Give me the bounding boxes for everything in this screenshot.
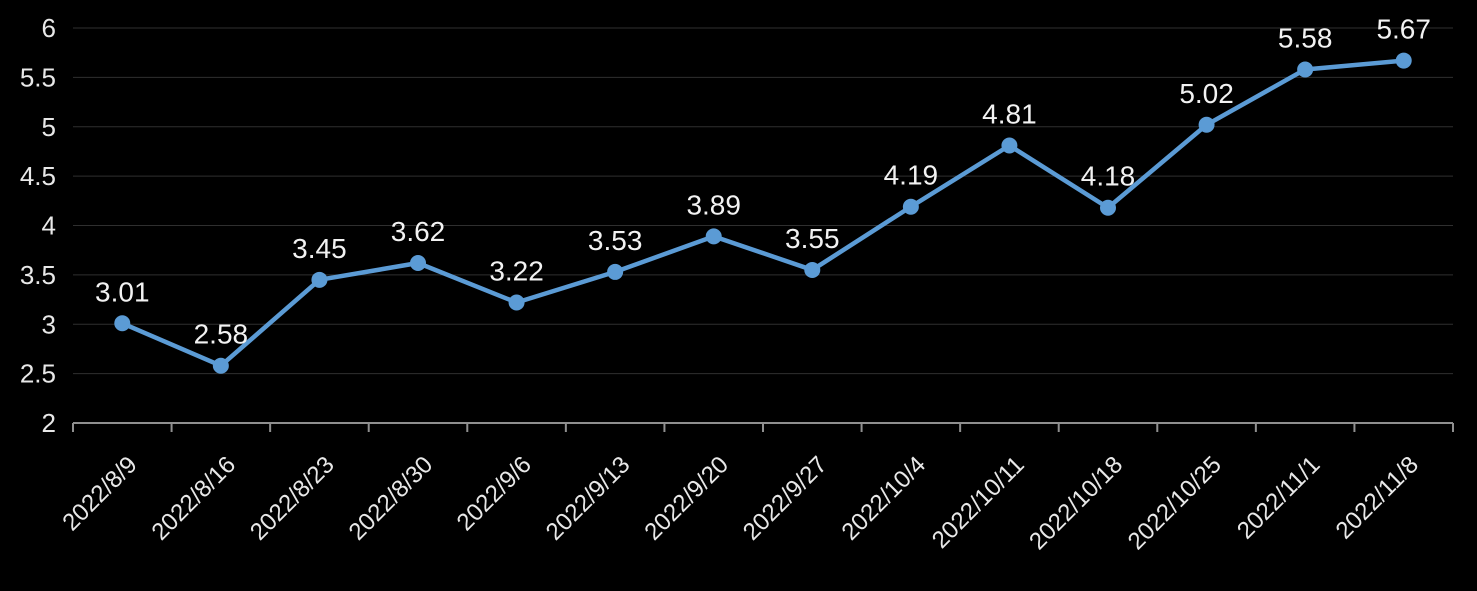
x-tick-label: 2022/10/11 (927, 451, 1030, 554)
x-tick-label: 2022/8/9 (57, 451, 142, 536)
x-tick-label: 2022/9/20 (639, 451, 734, 546)
series-line (120, 58, 1406, 368)
data-label: 3.62 (391, 216, 446, 247)
y-tick-label: 4 (42, 211, 56, 241)
data-label: 5.58 (1278, 22, 1333, 53)
data-label: 4.81 (982, 99, 1037, 130)
data-point (804, 261, 821, 278)
y-tick-label: 2 (42, 408, 56, 438)
y-tick-label: 5.5 (20, 62, 56, 92)
data-point (705, 228, 722, 245)
data-label: 3.53 (588, 225, 643, 256)
data-point (508, 294, 525, 311)
x-tick-label: 2022/10/25 (1123, 451, 1227, 555)
data-label: 5.02 (1179, 78, 1234, 109)
data-label: 3.01 (95, 276, 150, 307)
x-tick-label: 2022/9/27 (738, 451, 833, 546)
y-tick-label: 6 (42, 13, 56, 43)
x-tick-label: 2022/10/18 (1024, 451, 1128, 555)
x-tick-label: 2022/8/30 (344, 451, 439, 546)
data-point (607, 263, 624, 280)
data-label: 3.55 (785, 223, 840, 254)
data-label: 3.45 (292, 233, 347, 264)
data-label: 3.89 (686, 189, 741, 220)
data-point (1100, 199, 1116, 216)
x-tick-label: 2022/8/16 (147, 451, 242, 546)
data-point (1297, 61, 1314, 78)
x-tick-label: 2022/11/8 (1331, 451, 1424, 544)
data-label: 5.67 (1376, 14, 1431, 45)
y-tick-label: 3 (42, 309, 56, 339)
y-tick-label: 5 (42, 112, 56, 142)
y-tick-label: 4.5 (20, 161, 56, 191)
data-point (410, 255, 426, 272)
y-tick-label: 3.5 (20, 260, 56, 290)
x-tick-label: 2022/10/4 (837, 451, 932, 546)
y-tick-label: 2.5 (20, 359, 56, 389)
data-point (1395, 52, 1412, 69)
x-tick-label: 2022/9/6 (452, 451, 537, 536)
data-point (1198, 116, 1215, 133)
data-label: 3.22 (489, 256, 544, 287)
x-tick-label: 2022/8/23 (245, 451, 340, 546)
data-point (1001, 137, 1018, 154)
data-point (212, 357, 229, 374)
data-point (902, 198, 919, 215)
data-label: 2.58 (194, 319, 249, 350)
x-tick-label: 2022/11/1 (1232, 451, 1325, 544)
data-label: 4.19 (884, 160, 939, 191)
data-label: 4.18 (1081, 161, 1136, 192)
x-tick-label: 2022/9/13 (541, 451, 636, 546)
data-point (114, 315, 131, 332)
data-point (311, 271, 328, 288)
